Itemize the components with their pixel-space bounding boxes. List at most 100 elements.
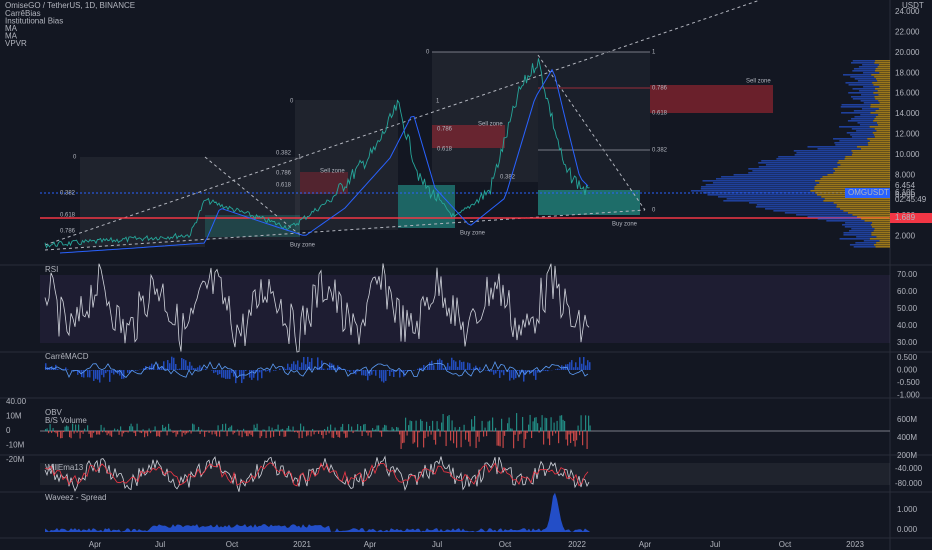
- volume-bar: [294, 431, 296, 433]
- volume-bar: [211, 431, 213, 435]
- macd-bar: [173, 357, 175, 370]
- volume-profile-bar: [850, 76, 875, 78]
- volume-bar: [505, 430, 507, 431]
- volume-profile-bar: [878, 114, 890, 116]
- volume-profile-bar: [873, 92, 890, 94]
- macd-bar: [509, 370, 511, 381]
- volume-profile-bar: [856, 130, 877, 132]
- volume-profile-bar: [705, 184, 817, 186]
- macd-bar: [195, 368, 197, 370]
- volume-bar: [421, 421, 423, 431]
- volume-profile-bar: [807, 216, 858, 218]
- volume-profile-bar: [863, 72, 880, 74]
- macd-bar: [399, 370, 401, 378]
- volume-bar: [64, 426, 66, 431]
- volume-profile-bar: [853, 110, 876, 112]
- volume-bar: [352, 431, 354, 434]
- volume-bar: [256, 423, 258, 431]
- volume-bar: [279, 431, 281, 436]
- macd-bar: [233, 370, 235, 377]
- volume-profile-bar: [793, 150, 852, 152]
- volume-profile-bar: [840, 208, 890, 210]
- volume-profile-bar: [702, 192, 816, 194]
- volume-bar: [189, 429, 191, 431]
- macd-bar: [135, 370, 137, 371]
- volume-profile-bar: [848, 84, 874, 86]
- volume-bar: [204, 431, 206, 437]
- volume-profile-bar: [817, 148, 862, 150]
- volume-bar: [391, 427, 393, 431]
- macd-bar: [363, 370, 365, 376]
- volume-bar: [465, 431, 467, 440]
- volume-profile-bar: [837, 166, 890, 168]
- macd-bar: [467, 362, 469, 370]
- rsi-label: 70.00: [897, 270, 918, 279]
- volume-bar: [565, 431, 567, 440]
- macd-bar: [291, 363, 293, 370]
- volume-bar: [60, 431, 62, 439]
- volume-profile-bar: [874, 136, 890, 138]
- sell-zone-box: [650, 85, 773, 113]
- volume-profile-bar: [851, 154, 890, 156]
- macd-bar: [87, 370, 89, 378]
- volume-bar: [303, 426, 305, 431]
- volume-bar: [313, 431, 315, 435]
- macd-bar: [433, 365, 435, 370]
- volume-bar: [286, 428, 288, 431]
- volume-bar: [412, 431, 414, 444]
- volume-bar: [495, 427, 497, 431]
- macd-bar: [581, 363, 583, 370]
- volume-bar: [418, 431, 420, 433]
- volume-bar: [45, 429, 47, 431]
- volume-bar: [393, 428, 395, 431]
- macd-bar: [373, 370, 375, 372]
- volume-bar: [250, 431, 252, 436]
- volume-bar: [586, 431, 588, 449]
- volume-bar: [96, 431, 98, 435]
- fib-label: 1: [652, 50, 656, 56]
- macd-bar: [103, 370, 105, 378]
- macd-bar: [65, 367, 67, 370]
- wt-line: [44, 455, 590, 492]
- volume-bar: [127, 431, 129, 433]
- volume-profile-bar: [861, 218, 890, 220]
- volume-bar: [150, 431, 152, 434]
- volume-profile-bar: [715, 178, 821, 180]
- pane-title: WillEma13: [45, 463, 84, 472]
- volume-profile-bar: [876, 122, 890, 124]
- macd-bar: [305, 364, 307, 370]
- volume-profile-bar: [836, 204, 890, 206]
- volume-bar: [498, 431, 500, 446]
- macd-bar: [381, 370, 383, 382]
- volume-bar: [579, 431, 581, 436]
- volume-profile-bar: [877, 80, 890, 82]
- volume-bar: [484, 427, 486, 431]
- volume-bar: [249, 431, 251, 434]
- volume-bar: [366, 431, 368, 433]
- volume-bar: [90, 431, 92, 438]
- volume-profile-bar: [870, 224, 890, 226]
- macd-bar: [101, 370, 103, 375]
- volume-bar: [373, 429, 375, 431]
- zone-label: Sell zone: [746, 79, 771, 85]
- volume-bar: [160, 431, 162, 433]
- fib-label: 0.382: [500, 175, 516, 181]
- volume-bar: [436, 421, 438, 431]
- volume-profile-bar: [733, 174, 828, 176]
- waveez-label: 1.000: [897, 505, 918, 514]
- macd-bar: [503, 370, 505, 376]
- macd-bar: [235, 370, 237, 384]
- volume-profile-bar: [867, 138, 890, 140]
- volume-bar: [111, 431, 113, 437]
- volume-bar: [372, 428, 374, 431]
- volume-bar: [166, 431, 168, 436]
- time-label: Apr: [639, 540, 652, 549]
- volume-bar: [387, 430, 389, 431]
- volume-bar: [241, 431, 243, 438]
- price-label: 10.000: [895, 150, 920, 159]
- volume-bar: [504, 431, 506, 436]
- obv-left-label: -10M: [6, 441, 25, 450]
- macd-bar: [223, 370, 225, 378]
